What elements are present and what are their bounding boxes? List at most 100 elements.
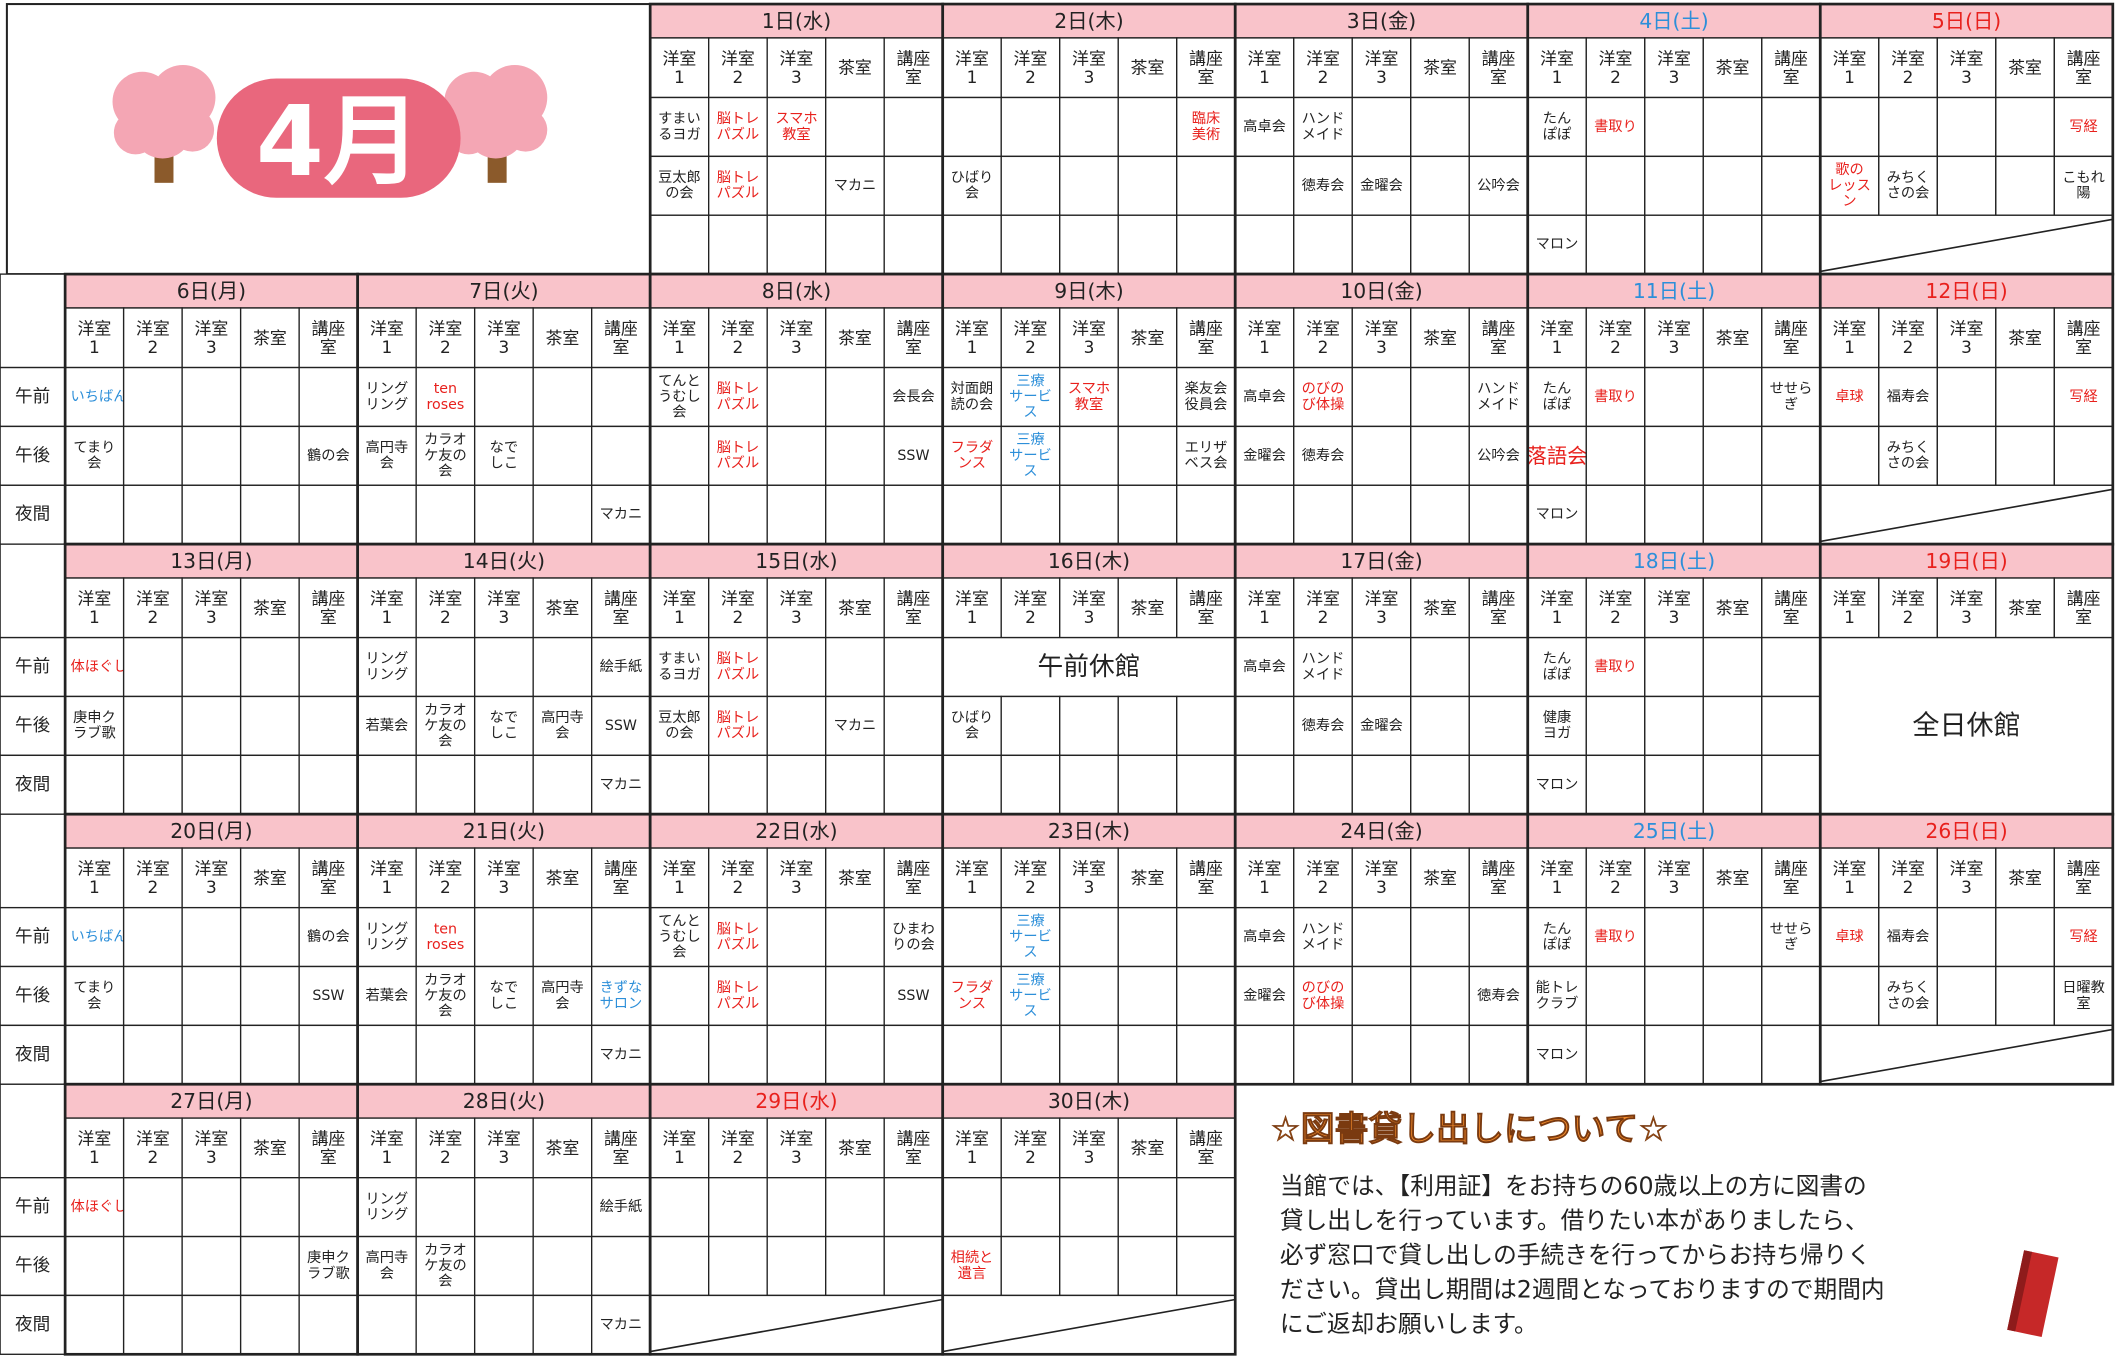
room-cell — [1819, 307, 1880, 369]
schedule-cell — [532, 1294, 593, 1355]
room-label: 茶室 — [838, 598, 872, 618]
room-label: 洋室 — [1365, 318, 1399, 338]
room-label: 茶室 — [1716, 328, 1750, 348]
event-label: リング — [366, 380, 409, 397]
schedule-cell — [415, 695, 476, 757]
event-label: パズル — [717, 666, 760, 683]
schedule-cell — [64, 695, 125, 757]
slash — [942, 1298, 1236, 1353]
room-label: 1 — [1844, 67, 1855, 87]
schedule-cell — [825, 965, 885, 1027]
event-label: ケ友の — [424, 1257, 467, 1274]
schedule-cell — [1176, 754, 1236, 815]
schedule-cell — [708, 906, 768, 968]
event-label: 脳トレ — [717, 920, 760, 937]
event-label: パズル — [717, 396, 760, 413]
event-label: レッス — [1828, 178, 1871, 194]
room-label: 洋室 — [428, 1129, 462, 1149]
schedule-cell — [415, 1177, 476, 1238]
room-label: 講座 — [897, 318, 931, 338]
date-label: 17日(金) — [1340, 549, 1422, 573]
room-label: 室 — [1490, 337, 1507, 357]
room-label: 洋室 — [780, 859, 814, 879]
schedule-cell — [1059, 965, 1119, 1027]
room-cell — [1761, 37, 1821, 99]
event-label: 会 — [438, 1273, 452, 1290]
schedule-cell — [1000, 484, 1061, 545]
event-label: ハンド — [1302, 111, 1345, 127]
room-label: 講座 — [1189, 1129, 1223, 1149]
room-cell — [64, 847, 125, 909]
schedule-cell — [1000, 906, 1061, 968]
event-label: 会 — [672, 404, 686, 421]
corner-cell — [0, 543, 66, 639]
schedule-cell — [1585, 484, 1646, 545]
event-label: 絵手紙 — [600, 658, 643, 675]
room-label: 講座 — [1774, 588, 1808, 608]
schedule-cell — [883, 965, 944, 1027]
schedule-cell — [356, 1294, 417, 1355]
room-label: 茶室 — [1131, 328, 1165, 348]
event-label: ラブ歌 — [73, 724, 116, 742]
room-label: 3 — [1961, 607, 1972, 627]
schedule-cell — [590, 1235, 651, 1297]
room-cell — [1585, 307, 1646, 369]
room-label: 室 — [1198, 67, 1215, 87]
room-cell — [415, 847, 476, 909]
room-label: 講座 — [311, 859, 345, 879]
room-label: 講座 — [2067, 48, 2101, 68]
room-label: 2 — [1610, 877, 1621, 897]
day-block — [941, 1082, 1237, 1356]
event-label: 写経 — [2069, 928, 2097, 945]
schedule-cell — [122, 1235, 183, 1297]
schedule-cell — [1936, 425, 1997, 486]
room-label: 1 — [674, 337, 685, 357]
event-label: ハンド — [1302, 651, 1345, 667]
schedule-cell — [473, 425, 534, 486]
room-label: 講座 — [2067, 588, 2101, 608]
schedule-cell — [1644, 965, 1704, 1027]
room-label: 室 — [1783, 337, 1800, 357]
room-label: 洋室 — [428, 859, 462, 879]
room-label: 講座 — [897, 1129, 931, 1149]
event-label: 脳トレ — [717, 650, 760, 667]
schedule-cell — [1000, 366, 1061, 428]
event-label: 書取り — [1594, 118, 1637, 135]
schedule-cell — [1234, 214, 1295, 275]
schedule-cell — [415, 754, 476, 815]
room-cell — [181, 577, 242, 639]
room-label: 洋室 — [1657, 318, 1691, 338]
room-cell — [1936, 307, 1997, 369]
schedule-cell — [181, 754, 242, 815]
room-label: 室 — [1198, 337, 1215, 357]
event-label: 三療 — [1016, 372, 1044, 389]
period-label: 夜間 — [15, 775, 50, 795]
room-label: 茶室 — [1423, 598, 1457, 618]
schedule-cell — [766, 96, 827, 158]
room-label: 2 — [1025, 607, 1036, 627]
schedule-cell — [883, 754, 944, 815]
room-label: 講座 — [1774, 48, 1808, 68]
room-cell — [1995, 37, 2055, 99]
date-header — [1234, 3, 1529, 39]
schedule-cell — [1936, 906, 1997, 968]
room-label: 茶室 — [838, 328, 872, 348]
room-cell — [1585, 37, 1646, 99]
room-label: 洋室 — [77, 588, 111, 608]
schedule-cell — [708, 214, 768, 275]
room-label: 1 — [967, 67, 978, 87]
schedule-cell — [64, 1235, 125, 1297]
schedule-cell — [64, 906, 125, 968]
room-cell — [532, 847, 593, 909]
schedule-cell — [1176, 1235, 1236, 1297]
room-cell — [1176, 847, 1236, 909]
schedule-cell — [766, 695, 827, 757]
schedule-cell — [766, 906, 827, 968]
schedule-cell — [1000, 695, 1061, 757]
schedule-cell — [122, 484, 183, 545]
event-label: ぎ — [1784, 936, 1798, 953]
room-label: 1 — [1844, 607, 1855, 627]
schedule-cell — [1878, 425, 1938, 486]
schedule-cell — [942, 1024, 1002, 1085]
event-label: りの会 — [892, 936, 935, 953]
